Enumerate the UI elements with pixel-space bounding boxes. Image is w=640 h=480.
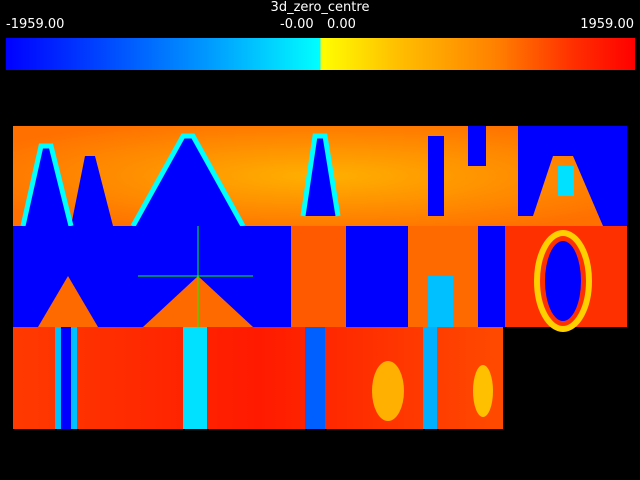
heatmap-region [303, 136, 338, 216]
heatmap-region [473, 365, 493, 417]
heatmap-region [518, 126, 627, 226]
heatmap-region [71, 156, 113, 226]
heatmap-region [423, 327, 437, 429]
heatmap-region [428, 276, 453, 327]
heatmap-region [23, 146, 71, 226]
heatmap-region [372, 361, 404, 421]
heatmap-region [305, 327, 325, 429]
heatmap-region [558, 166, 574, 196]
heatmap-row-1 [13, 226, 627, 332]
heatmap-region [468, 126, 486, 166]
colorbar-max-label: 1959.00 [580, 17, 634, 32]
heatmap-region [291, 226, 346, 327]
heatmap-region [183, 327, 207, 429]
colorbar-zero-label: 0.00 [327, 17, 356, 32]
colorbar-min-label: -1959.00 [6, 17, 65, 32]
heatmap-region [428, 136, 444, 216]
heatmap-region [38, 276, 98, 327]
heatmap-region [61, 327, 71, 429]
plot-title: 3d_zero_centre [270, 0, 370, 15]
heatmap-row-0 [13, 126, 627, 228]
heatmap-plot [13, 126, 627, 429]
colorbar-neg-zero-label: -0.00 [280, 17, 314, 32]
heatmap-region [133, 136, 243, 226]
colorbar [6, 38, 635, 70]
heatmap-region [545, 241, 581, 321]
heatmap-row-2 [13, 327, 503, 429]
heatmap-svg [13, 126, 627, 429]
